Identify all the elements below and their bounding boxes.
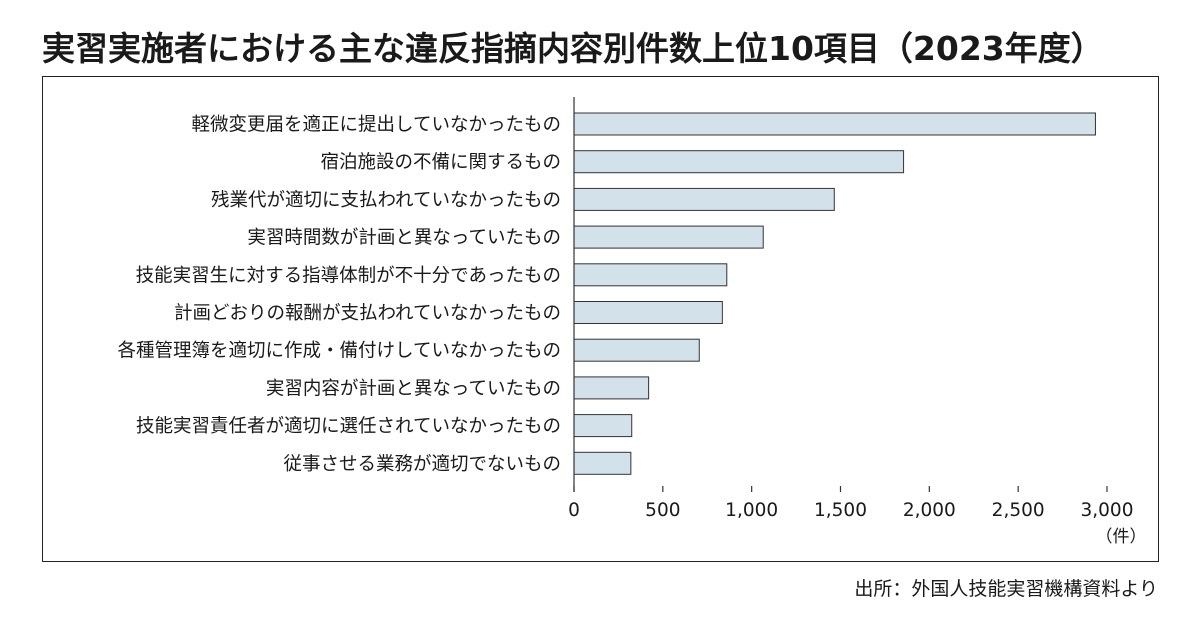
source-note: 出所：外国人技能実習機構資料より (854, 578, 1158, 600)
x-tick-label: 2,500 (992, 500, 1045, 521)
category-label: 従事させる業務が適切でないもの (283, 454, 561, 475)
category-label: 実習内容が計画と異なっていたもの (266, 378, 561, 399)
bar-3 (573, 187, 835, 211)
x-tick-label: 1,000 (725, 500, 778, 521)
x-tick-label: 3,000 (1081, 500, 1134, 521)
category-label: 実習時間数が計画と異なっていたもの (247, 228, 561, 249)
bar-1 (573, 112, 1096, 136)
bar-7 (573, 338, 700, 362)
category-label: 各種管理簿を適切に作成・備付けしていなかったもの (118, 341, 561, 362)
bar-8 (573, 376, 650, 400)
chart-frame: 軽微変更届を適正に提出していなかったもの宿泊施設の不備に関するもの残業代が適切に… (42, 76, 1159, 562)
bar-4 (573, 225, 764, 249)
category-label: 宿泊施設の不備に関するもの (320, 152, 561, 173)
x-tick-label: 1,500 (814, 500, 867, 521)
bar-5 (573, 263, 728, 287)
x-unit-label: （件） (1096, 527, 1147, 547)
x-tick-label: 500 (645, 500, 680, 521)
bar-10 (573, 451, 632, 475)
bar-chart: 軽微変更届を適正に提出していなかったもの宿泊施設の不備に関するもの残業代が適切に… (118, 97, 1147, 547)
x-tick-label: 2,000 (903, 500, 956, 521)
x-tick-label: 0 (568, 500, 580, 521)
category-label: 技能実習責任者が適切に選任されていなかったもの (136, 416, 561, 437)
chart-title: 実習実施者における主な違反指摘内容別件数上位10項目（2023年度） (42, 29, 1104, 68)
category-label: 技能実習生に対する指導体制が不十分であったもの (136, 265, 561, 286)
category-label: 軽微変更届を適正に提出していなかったもの (192, 115, 561, 136)
category-label: 残業代が適切に支払われていなかったもの (211, 190, 561, 211)
bar-9 (573, 414, 633, 438)
bar-6 (573, 301, 723, 324)
category-label: 計画どおりの報酬が支払われていなかったもの (174, 303, 561, 324)
bar-2 (573, 150, 905, 174)
